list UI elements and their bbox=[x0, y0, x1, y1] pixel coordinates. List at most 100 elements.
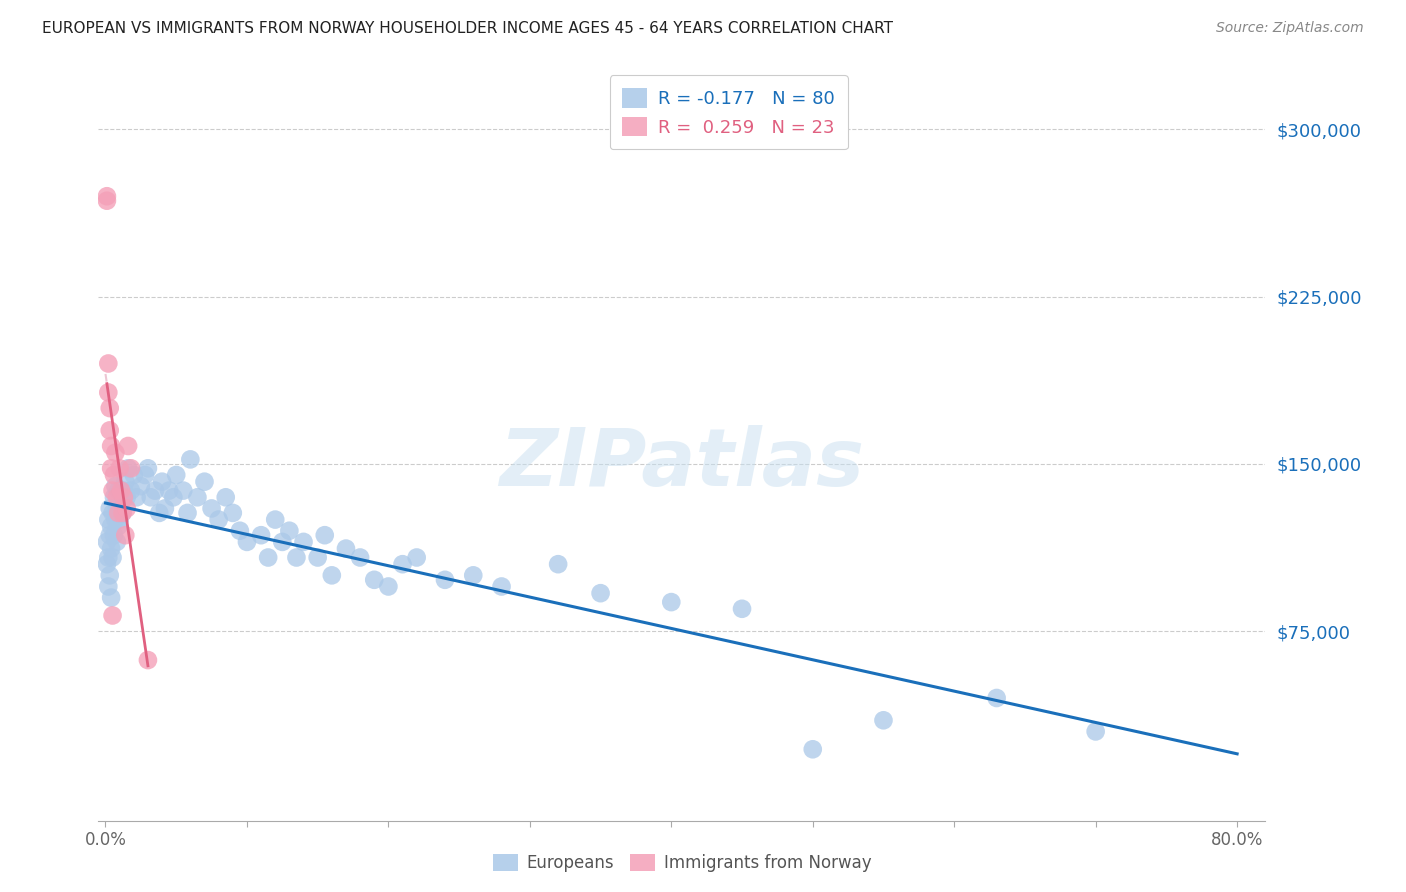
Point bbox=[278, 524, 301, 538]
Text: ZIPatlas: ZIPatlas bbox=[499, 425, 865, 503]
Point bbox=[136, 653, 159, 667]
Point bbox=[547, 557, 569, 572]
Point bbox=[98, 528, 121, 542]
Point bbox=[122, 467, 145, 482]
Point bbox=[377, 580, 399, 594]
Point bbox=[222, 506, 245, 520]
Point bbox=[153, 501, 176, 516]
Point bbox=[125, 491, 148, 505]
Point bbox=[117, 461, 139, 475]
Point bbox=[139, 491, 162, 505]
Point bbox=[986, 690, 1008, 705]
Point bbox=[120, 461, 142, 475]
Point bbox=[349, 550, 371, 565]
Point bbox=[292, 534, 315, 549]
Point bbox=[100, 439, 122, 453]
Point bbox=[391, 557, 413, 572]
Point bbox=[112, 483, 135, 498]
Point bbox=[463, 568, 485, 582]
Point bbox=[98, 424, 121, 438]
Point bbox=[271, 534, 294, 549]
Point bbox=[97, 356, 120, 371]
Point bbox=[97, 512, 120, 526]
Point bbox=[101, 608, 124, 623]
Point bbox=[405, 550, 427, 565]
Point bbox=[179, 452, 201, 467]
Point bbox=[157, 483, 180, 498]
Point bbox=[134, 467, 156, 482]
Point bbox=[103, 528, 125, 542]
Point bbox=[107, 483, 129, 498]
Point bbox=[114, 475, 136, 489]
Point bbox=[172, 483, 194, 498]
Point bbox=[114, 528, 136, 542]
Point bbox=[105, 501, 128, 516]
Point bbox=[143, 483, 166, 498]
Point bbox=[165, 467, 187, 482]
Text: EUROPEAN VS IMMIGRANTS FROM NORWAY HOUSEHOLDER INCOME AGES 45 - 64 YEARS CORRELA: EUROPEAN VS IMMIGRANTS FROM NORWAY HOUSE… bbox=[42, 21, 893, 36]
Point bbox=[659, 595, 682, 609]
Point bbox=[491, 580, 513, 594]
Point bbox=[103, 467, 125, 482]
Point bbox=[363, 573, 385, 587]
Point bbox=[229, 524, 252, 538]
Point bbox=[236, 534, 259, 549]
Point bbox=[208, 512, 231, 526]
Point bbox=[115, 491, 138, 505]
Point bbox=[589, 586, 612, 600]
Point bbox=[98, 568, 121, 582]
Point bbox=[257, 550, 280, 565]
Point bbox=[335, 541, 357, 556]
Point bbox=[103, 491, 125, 505]
Point bbox=[107, 519, 129, 533]
Point bbox=[264, 512, 287, 526]
Text: Source: ZipAtlas.com: Source: ZipAtlas.com bbox=[1216, 21, 1364, 35]
Point bbox=[104, 479, 127, 493]
Point bbox=[120, 483, 142, 498]
Point bbox=[108, 512, 131, 526]
Point bbox=[111, 506, 134, 520]
Point bbox=[97, 550, 120, 565]
Point bbox=[112, 491, 135, 505]
Point bbox=[285, 550, 308, 565]
Point bbox=[96, 189, 118, 203]
Point bbox=[307, 550, 329, 565]
Point bbox=[129, 479, 152, 493]
Point bbox=[117, 439, 139, 453]
Point bbox=[115, 501, 138, 516]
Point bbox=[250, 528, 273, 542]
Point bbox=[1084, 724, 1107, 739]
Point bbox=[100, 461, 122, 475]
Point bbox=[100, 591, 122, 605]
Point bbox=[731, 602, 754, 616]
Point bbox=[872, 714, 894, 728]
Point bbox=[105, 534, 128, 549]
Point bbox=[100, 519, 122, 533]
Point bbox=[96, 557, 118, 572]
Point bbox=[111, 506, 134, 520]
Point bbox=[200, 501, 222, 516]
Point bbox=[186, 491, 208, 505]
Point bbox=[801, 742, 824, 756]
Point bbox=[108, 461, 131, 475]
Point bbox=[97, 385, 120, 400]
Point bbox=[97, 580, 120, 594]
Point bbox=[433, 573, 456, 587]
Point bbox=[100, 541, 122, 556]
Point bbox=[101, 483, 124, 498]
Point bbox=[110, 497, 132, 511]
Point bbox=[101, 506, 124, 520]
Point bbox=[105, 491, 128, 505]
Point bbox=[101, 550, 124, 565]
Point bbox=[96, 194, 118, 208]
Point bbox=[321, 568, 343, 582]
Point bbox=[107, 506, 129, 520]
Point bbox=[314, 528, 336, 542]
Point bbox=[98, 501, 121, 516]
Point bbox=[150, 475, 173, 489]
Point bbox=[193, 475, 215, 489]
Point bbox=[215, 491, 238, 505]
Legend: Europeans, Immigrants from Norway: Europeans, Immigrants from Norway bbox=[484, 846, 880, 880]
Point bbox=[104, 512, 127, 526]
Point bbox=[110, 483, 132, 498]
